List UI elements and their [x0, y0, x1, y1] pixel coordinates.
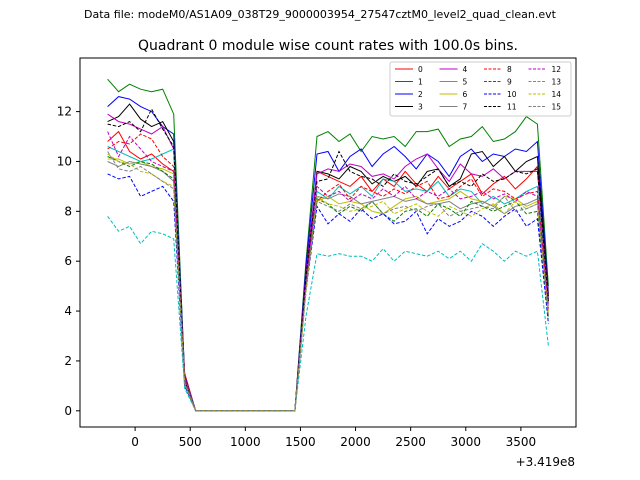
axes-frame	[79, 57, 577, 428]
legend-label-14: 14	[552, 90, 562, 99]
legend-label-0: 0	[418, 65, 423, 74]
x-tick-label: 2500	[395, 435, 426, 449]
x-tick-label: 0	[131, 435, 139, 449]
legend-label-7: 7	[463, 103, 468, 112]
legend-label-8: 8	[507, 65, 512, 74]
plot-lines	[107, 78, 549, 412]
series-line-14	[107, 153, 549, 412]
x-tick-label: 1000	[230, 435, 261, 449]
figure-suptitle: Data file: modeM0/AS1A09_038T29_90000039…	[84, 8, 556, 21]
x-tick-label: 3500	[506, 435, 537, 449]
x-tick-label: 2000	[340, 435, 371, 449]
y-tick-label: 8	[64, 204, 72, 218]
legend-label-4: 4	[463, 65, 468, 74]
legend-label-2: 2	[418, 90, 423, 99]
legend-label-3: 3	[418, 103, 423, 112]
y-tick-label: 10	[57, 154, 72, 168]
legend-label-12: 12	[552, 65, 562, 74]
series-line-15	[107, 151, 549, 412]
x-tick-label: 1500	[285, 435, 316, 449]
series-line-11	[107, 108, 549, 412]
series-line-10	[107, 173, 549, 412]
legend-label-15: 15	[552, 103, 562, 112]
legend-box	[389, 61, 572, 117]
x-axis: 0 500 1000 1500 2000 2500 3000 3500	[131, 427, 536, 449]
y-tick-label: 12	[57, 105, 72, 119]
legend-label-10: 10	[507, 90, 517, 99]
y-tick-label: 4	[64, 304, 72, 318]
series-line-13	[107, 216, 549, 412]
legend-label-5: 5	[463, 78, 468, 87]
series-line-9	[107, 156, 549, 412]
legend-label-11: 11	[507, 103, 517, 112]
y-tick-label: 6	[64, 254, 72, 268]
x-tick-label: 500	[179, 435, 202, 449]
legend-label-1: 1	[418, 78, 423, 87]
series-line-7	[107, 160, 549, 412]
y-tick-label: 2	[64, 354, 72, 368]
x-axis-offset-label: +3.419e8	[516, 455, 575, 469]
legend-label-9: 9	[507, 78, 512, 87]
series-line-12	[107, 131, 549, 412]
legend-label-6: 6	[463, 90, 468, 99]
y-tick-label: 0	[64, 404, 72, 418]
chart-title: Quadrant 0 module wise count rates with …	[138, 38, 518, 54]
legend-label-13: 13	[552, 78, 562, 87]
y-axis: 0 2 4 6 8 10 12	[57, 105, 80, 418]
x-tick-label: 3000	[451, 435, 482, 449]
